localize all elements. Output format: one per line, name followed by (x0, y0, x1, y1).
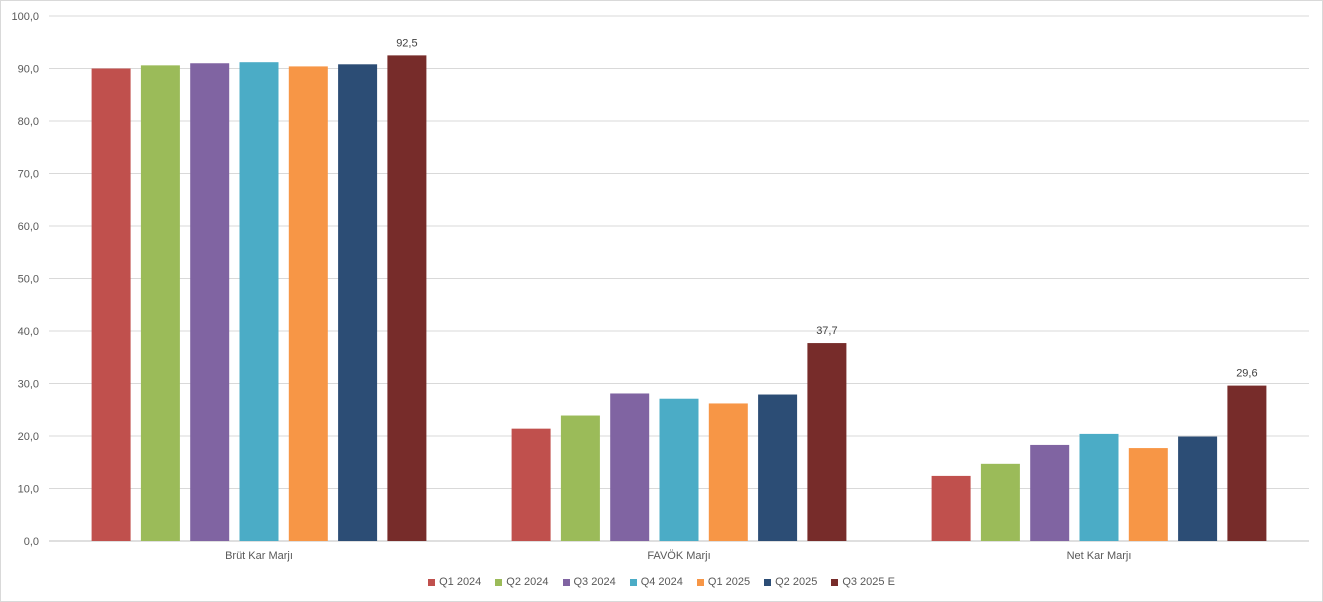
legend-swatch (428, 578, 436, 586)
y-tick-label: 20,0 (18, 431, 39, 443)
bar (239, 62, 279, 541)
y-tick-label: 50,0 (18, 274, 39, 286)
bar (1227, 385, 1267, 541)
legend-item: Q4 2024 (629, 576, 683, 588)
x-category-label: Net Kar Marjı (1067, 550, 1132, 562)
legend-swatch (764, 578, 772, 586)
bar (560, 415, 600, 541)
legend-swatch (831, 578, 839, 586)
x-category-label: Brüt Kar Marjı (225, 550, 293, 562)
y-tick-label: 0,0 (24, 536, 39, 548)
legend-swatch (562, 578, 570, 586)
legend-label: Q2 2025 (775, 576, 818, 588)
bar (980, 463, 1020, 541)
y-tick-label: 30,0 (18, 379, 39, 391)
y-tick-label: 70,0 (18, 169, 39, 181)
legend-label: Q3 2024 (573, 576, 616, 588)
bar (1030, 444, 1070, 541)
data-label: 92,5 (396, 37, 417, 49)
bar (140, 65, 180, 541)
bar (1079, 433, 1119, 541)
legend-swatch (696, 578, 704, 586)
y-tick-label: 40,0 (18, 326, 39, 338)
y-tick-label: 10,0 (18, 484, 39, 496)
data-label: 37,7 (816, 325, 837, 337)
legend-item: Q2 2024 (495, 576, 549, 588)
legend-label: Q4 2024 (640, 576, 683, 588)
bar (931, 475, 971, 541)
bar (807, 343, 847, 541)
legend-label: Q2 2024 (506, 576, 549, 588)
legend-item: Q2 2025 (764, 576, 817, 588)
legend-label: Q1 2025 (707, 576, 751, 588)
bar (91, 68, 131, 541)
legend-label: Q3 2025 E (842, 576, 895, 588)
bar (190, 63, 230, 541)
y-tick-label: 100,0 (11, 11, 39, 23)
legend-swatch (629, 578, 637, 586)
y-tick-label: 60,0 (18, 221, 39, 233)
legend: Q1 2024 Q2 2024 Q3 2024 Q4 2024 Q1 2025 Q2 20… (1, 576, 1322, 588)
legend-item: Q1 2024 (428, 576, 481, 588)
bar (511, 428, 551, 541)
legend-item: Q1 2025 (696, 576, 751, 588)
bar (387, 55, 427, 541)
bar (1178, 436, 1218, 541)
bar (338, 64, 378, 542)
bar (659, 398, 699, 541)
bar (708, 403, 748, 541)
legend-item: Q3 2024 (562, 576, 616, 588)
bar (610, 393, 650, 541)
legend-label: Q1 2024 (439, 576, 482, 588)
y-tick-label: 80,0 (18, 116, 39, 128)
bar (1128, 448, 1168, 541)
bar (758, 394, 798, 541)
y-tick-label: 90,0 (18, 64, 39, 76)
x-category-label: FAVÖK Marjı (647, 550, 710, 562)
legend-item: Q3 2025 E (831, 576, 895, 588)
data-label: 29,6 (1236, 368, 1257, 380)
legend-swatch (495, 578, 503, 586)
bar (288, 66, 328, 542)
